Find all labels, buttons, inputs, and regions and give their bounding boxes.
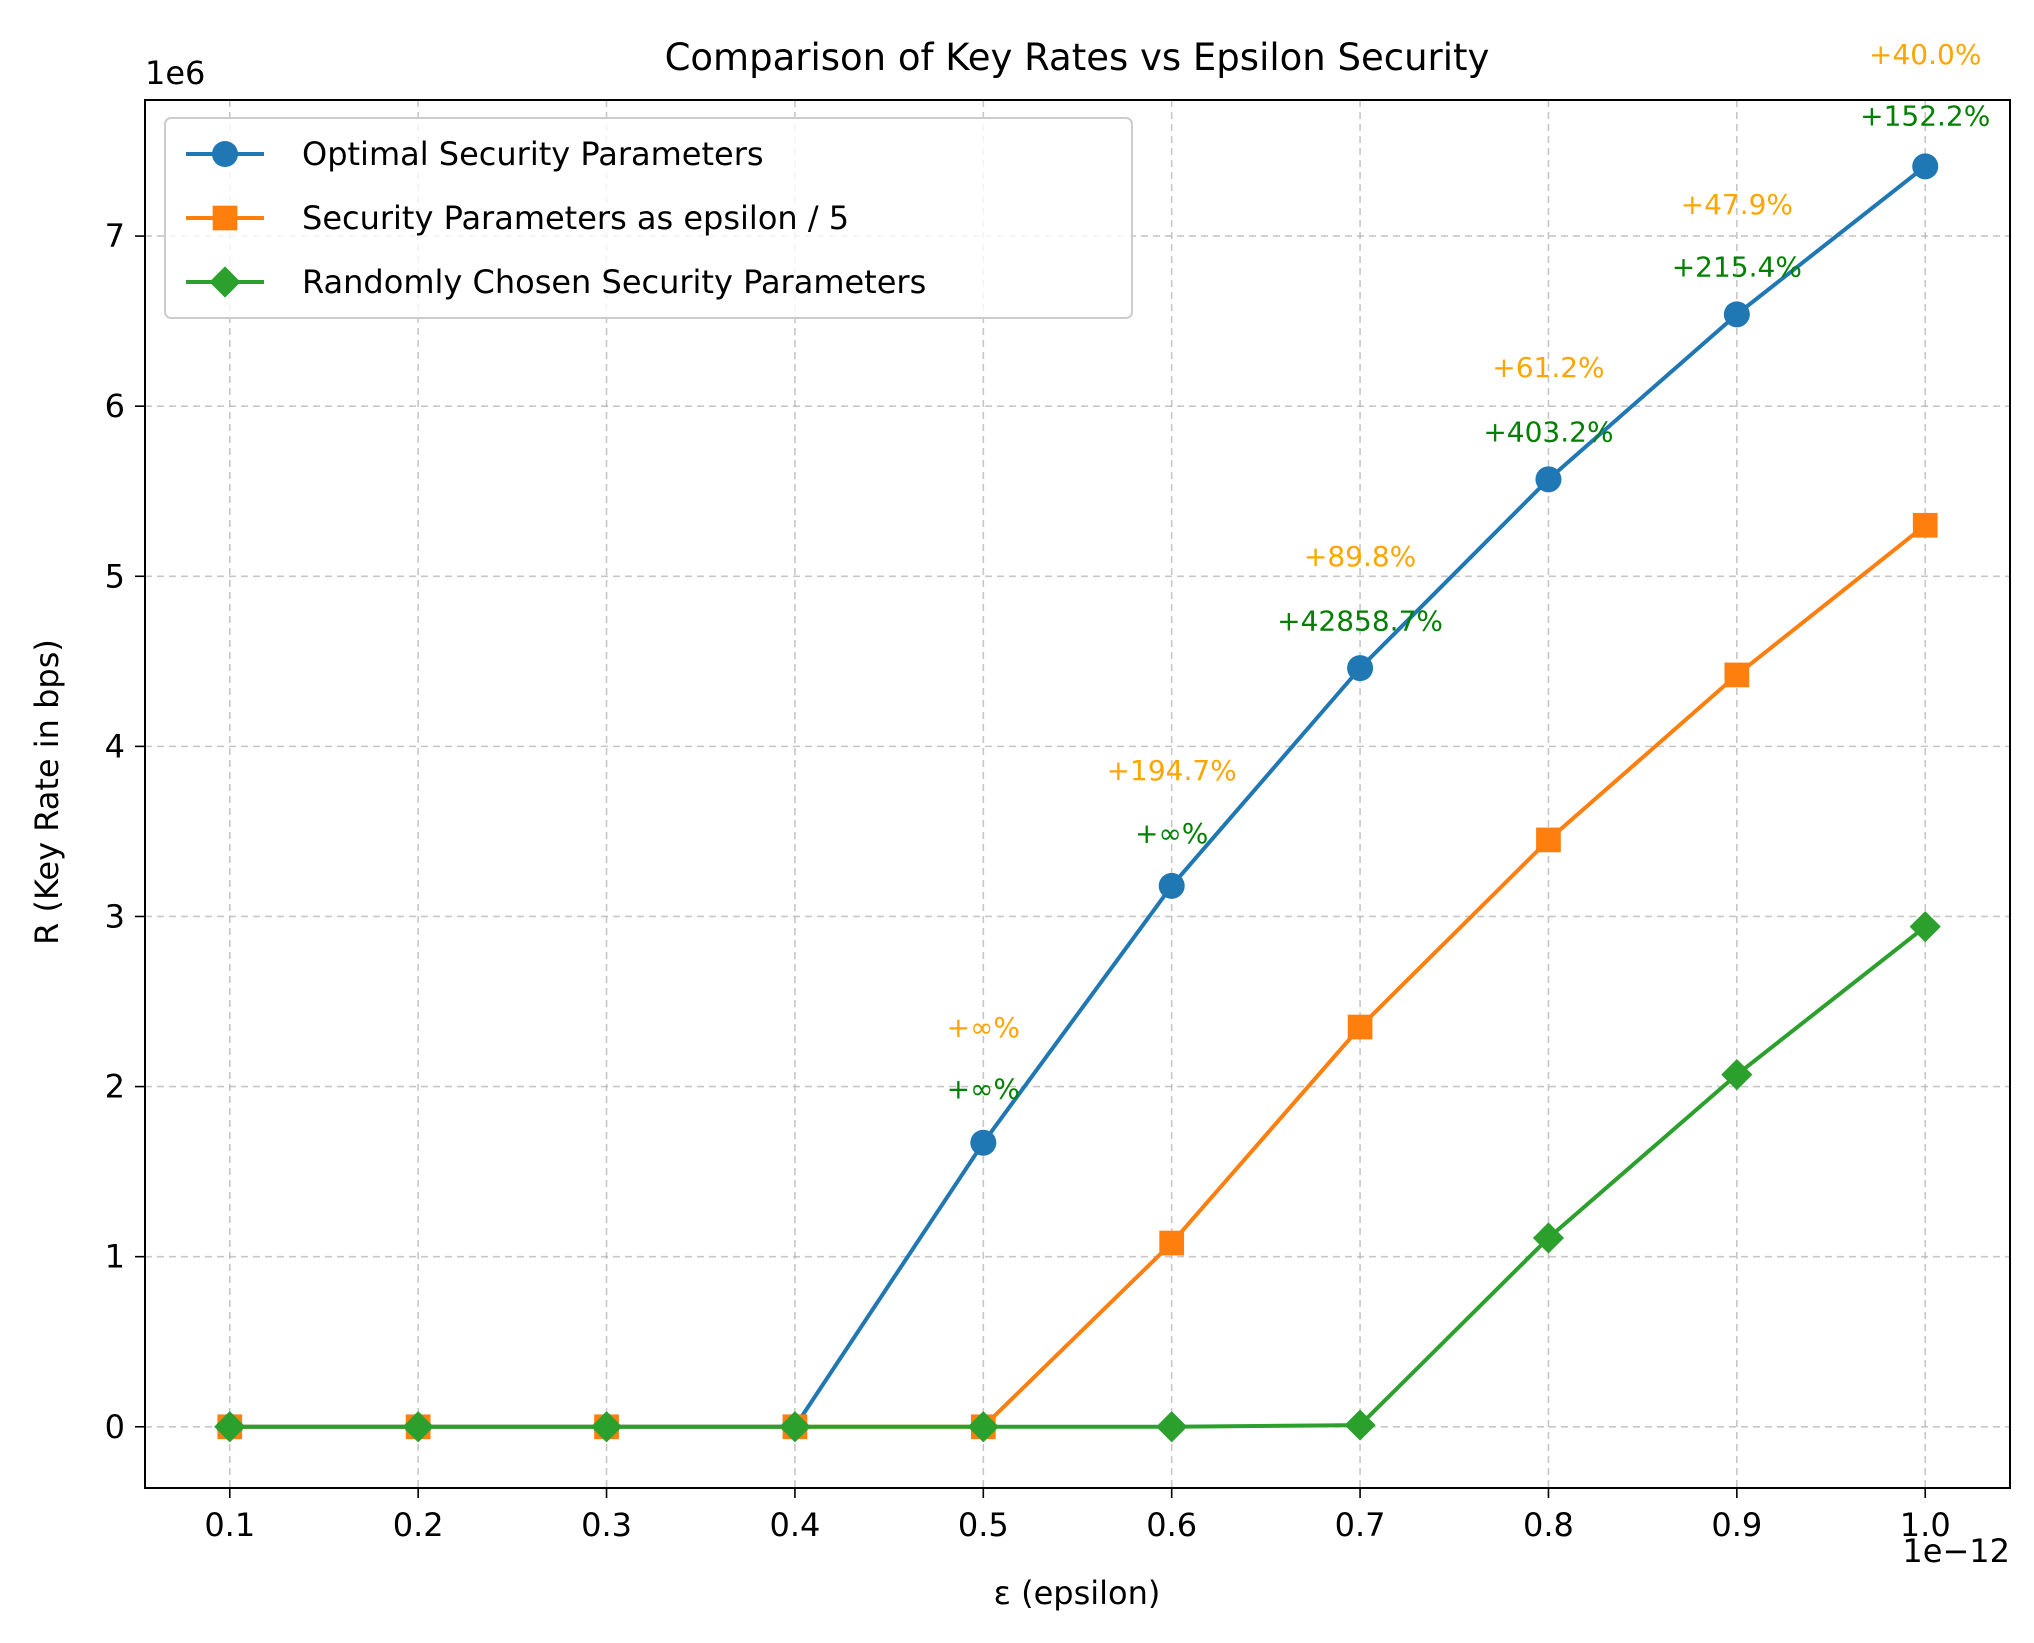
data-label: +∞% xyxy=(947,1011,1020,1044)
x-offset-label: 1e−12 xyxy=(1902,1532,2010,1570)
axes: 0.1 0.2 0.3 0.4 0.5 0.6 0.7 0.8 0.9 1.0 0 1 2 3 4 5 6 7 xyxy=(105,217,1951,1544)
data-point xyxy=(970,1129,997,1156)
grid xyxy=(145,100,2010,1488)
y-tick-label: 4 xyxy=(105,727,125,765)
data-label: +40.0% xyxy=(1869,38,1981,71)
legend-label: Randomly Chosen Security Parameters xyxy=(302,263,926,301)
series-diamond xyxy=(214,911,1941,1443)
legend-swatch-marker xyxy=(209,266,241,298)
data-label: +194.7% xyxy=(1107,754,1237,787)
series-line xyxy=(229,925,1927,1429)
series-layer xyxy=(214,153,1941,1443)
data-point xyxy=(967,1411,999,1443)
data-point xyxy=(1158,872,1185,899)
data-point xyxy=(1344,1409,1376,1441)
x-tick-label: 0.3 xyxy=(581,1506,632,1544)
data-label: +∞% xyxy=(1135,817,1208,850)
data-label: +89.8% xyxy=(1304,540,1416,573)
data-point xyxy=(1723,301,1750,328)
data-point xyxy=(1159,1230,1185,1256)
legend-swatch-marker xyxy=(212,205,238,231)
data-point xyxy=(214,1411,246,1443)
chart-title: Comparison of Key Rates vs Epsilon Secur… xyxy=(665,36,1490,79)
x-tick-label: 0.7 xyxy=(1335,1506,1386,1544)
data-point xyxy=(1532,1222,1565,1254)
data-point xyxy=(1347,655,1374,682)
y-tick-label: 1 xyxy=(105,1238,125,1276)
x-tick-label: 0.9 xyxy=(1711,1506,1762,1544)
y-axis-label: R (Key Rate in bps) xyxy=(28,639,66,945)
annotations: +∞% +∞% +194.7% +∞% +89.8% +42858.7% +61.2% +40… xyxy=(947,38,1991,1105)
data-point xyxy=(1721,1059,1753,1091)
legend-box xyxy=(164,117,1133,319)
y-tick-label: 2 xyxy=(105,1068,125,1106)
data-point xyxy=(402,1411,434,1443)
data-label: +152.2% xyxy=(1860,99,1990,132)
y-tick-label: 5 xyxy=(105,557,125,595)
x-tick-label: 0.6 xyxy=(1146,1506,1197,1544)
data-label: +61.2% xyxy=(1492,351,1604,384)
y-offset-label: 1e6 xyxy=(145,54,205,92)
y-tick-label: 6 xyxy=(105,387,125,425)
legend-swatch-marker xyxy=(212,141,238,167)
data-point xyxy=(1909,911,1941,943)
x-tick-label: 0.2 xyxy=(393,1506,444,1544)
data-label: +47.9% xyxy=(1681,188,1793,221)
data-point xyxy=(1156,1411,1188,1443)
x-tick-label: 0.5 xyxy=(958,1506,1009,1544)
data-label: +∞% xyxy=(947,1072,1020,1105)
x-tick-label: 0.4 xyxy=(769,1506,820,1544)
data-label: +215.4% xyxy=(1672,251,1802,284)
x-tick-label: 1.0 xyxy=(1900,1506,1951,1544)
legend-label: Security Parameters as epsilon / 5 xyxy=(302,199,849,237)
legend-label: Optimal Security Parameters xyxy=(302,135,764,173)
data-point xyxy=(1912,512,1938,538)
data-label: +403.2% xyxy=(1483,416,1613,449)
plot-frame xyxy=(144,99,2011,1489)
data-point xyxy=(1724,662,1750,688)
y-tick-label: 0 xyxy=(105,1408,125,1446)
y-tick-label: 3 xyxy=(105,897,125,935)
data-point xyxy=(1347,1014,1373,1040)
data-point xyxy=(590,1411,623,1443)
x-tick-label: 0.8 xyxy=(1523,1506,1574,1544)
data-point xyxy=(1535,466,1562,493)
data-point xyxy=(1912,153,1939,180)
data-point xyxy=(779,1411,811,1443)
x-axis-label: ε (epsilon) xyxy=(994,1574,1161,1612)
data-label: +42858.7% xyxy=(1277,605,1443,638)
x-tick-label: 0.1 xyxy=(204,1506,255,1544)
y-tick-label: 7 xyxy=(105,217,125,255)
legend: Optimal Security Parameters Security Para… xyxy=(164,117,1133,319)
data-point xyxy=(1536,827,1561,853)
